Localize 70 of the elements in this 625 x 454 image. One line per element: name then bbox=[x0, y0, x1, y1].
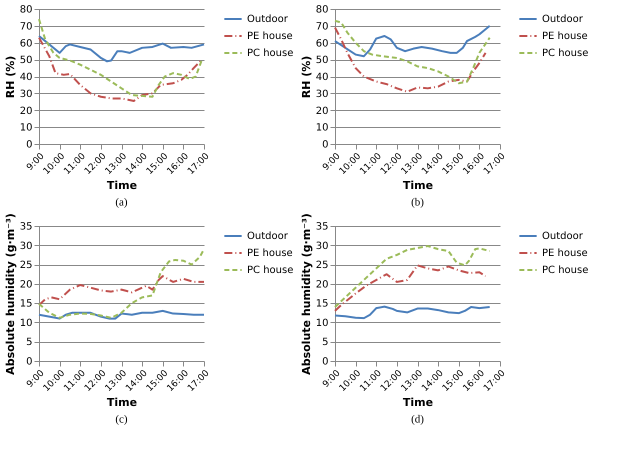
y-tick-label: 0 bbox=[26, 140, 32, 150]
text: (b) bbox=[411, 196, 424, 209]
x-axis-title: Time bbox=[106, 396, 138, 410]
line-series bbox=[38, 36, 203, 102]
y-tick-label: 80 bbox=[316, 4, 328, 16]
legend-label: PC house bbox=[542, 265, 588, 276]
y-tick-label: 60 bbox=[316, 38, 328, 50]
y-axis-title: RH (%) bbox=[4, 56, 17, 98]
y-tick-label: 0 bbox=[322, 140, 328, 150]
y-tick-label: 15 bbox=[20, 298, 32, 310]
y-tick-label: 60 bbox=[20, 38, 32, 50]
legend-label: PE house bbox=[542, 248, 588, 259]
y-tick-label: 25 bbox=[20, 260, 32, 272]
y-tick-label: 50 bbox=[20, 55, 32, 66]
legend-label: Outdoor bbox=[247, 231, 289, 242]
y-tick-label: 35 bbox=[20, 222, 32, 232]
text: (c) bbox=[115, 414, 128, 426]
line-series bbox=[334, 26, 487, 93]
line-series bbox=[38, 275, 205, 306]
y-tick-label: 5 bbox=[26, 337, 32, 348]
legend-label: PC house bbox=[542, 48, 588, 59]
y-axis-title: Absolute humidity (g·m⁻³) bbox=[4, 213, 17, 375]
line-series bbox=[38, 310, 205, 320]
y-tick-label: 30 bbox=[316, 88, 328, 100]
y-tick-label: 10 bbox=[20, 122, 32, 134]
line-series bbox=[334, 264, 487, 312]
x-axis-title: Time bbox=[402, 396, 434, 410]
y-axis-title: Absolute humidity (g·m⁻³) bbox=[300, 213, 313, 375]
y-tick-label: 20 bbox=[20, 279, 32, 290]
y-tick-label: 0 bbox=[322, 356, 328, 368]
line-series bbox=[38, 248, 205, 319]
y-tick-label: 10 bbox=[316, 122, 328, 134]
y-tick-label: 20 bbox=[20, 106, 32, 117]
y-tick-label: 30 bbox=[316, 240, 328, 252]
line-series bbox=[38, 18, 203, 98]
y-tick-label: 30 bbox=[20, 88, 32, 100]
y-tick-label: 30 bbox=[20, 240, 32, 252]
y-tick-label: 70 bbox=[20, 21, 32, 32]
text: (a) bbox=[115, 196, 128, 209]
y-tick-label: 35 bbox=[316, 222, 328, 232]
line-series bbox=[334, 245, 491, 308]
y-tick-label: 20 bbox=[316, 279, 328, 290]
y-tick-label: 50 bbox=[316, 55, 328, 66]
legend-label: PE house bbox=[247, 248, 293, 259]
y-tick-label: 25 bbox=[316, 260, 328, 272]
legend-label: Outdoor bbox=[542, 231, 584, 242]
legend-label: PC house bbox=[247, 265, 294, 276]
line-series bbox=[334, 306, 491, 320]
legend-label: PE house bbox=[247, 31, 293, 42]
y-axis-title: RH (%) bbox=[300, 56, 313, 98]
line-series bbox=[334, 24, 491, 58]
y-tick-label: 10 bbox=[20, 318, 32, 329]
y-tick-label: 10 bbox=[316, 318, 328, 329]
y-tick-label: 80 bbox=[20, 4, 32, 16]
legend-label: PE house bbox=[542, 31, 588, 42]
legend-label: Outdoor bbox=[542, 14, 584, 25]
x-axis-title: Time bbox=[402, 179, 434, 192]
y-tick-label: 40 bbox=[316, 72, 328, 83]
y-tick-label: 15 bbox=[316, 298, 328, 310]
legend-label: PC house bbox=[247, 48, 294, 59]
y-tick-label: 40 bbox=[20, 72, 32, 83]
x-axis-title: Time bbox=[106, 179, 138, 192]
y-tick-label: 0 bbox=[26, 356, 32, 368]
y-tick-label: 20 bbox=[316, 106, 328, 117]
legend-label: Outdoor bbox=[247, 14, 289, 25]
line-series bbox=[38, 35, 205, 62]
y-tick-label: 70 bbox=[316, 21, 328, 32]
line-series bbox=[334, 20, 491, 84]
y-tick-label: 5 bbox=[322, 337, 328, 348]
text: (d) bbox=[411, 414, 424, 426]
